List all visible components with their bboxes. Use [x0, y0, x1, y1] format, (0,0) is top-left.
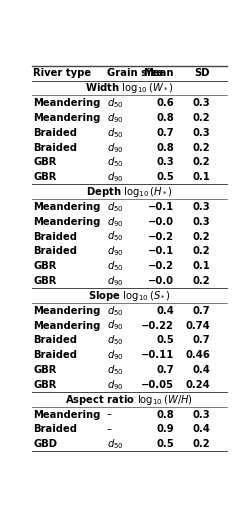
Text: 0.3: 0.3 [193, 409, 210, 420]
Text: 0.2: 0.2 [193, 113, 210, 123]
Text: $d_{50}$: $d_{50}$ [107, 437, 123, 451]
Text: Braided: Braided [34, 350, 77, 360]
Text: Slope $\log_{10}(S_*)$: Slope $\log_{10}(S_*)$ [88, 289, 171, 303]
Text: −0.0: −0.0 [148, 276, 174, 286]
Text: 0.7: 0.7 [156, 365, 174, 375]
Text: 0.8: 0.8 [156, 113, 174, 123]
Text: GBR: GBR [34, 380, 57, 390]
Text: $d_{90}$: $d_{90}$ [107, 141, 123, 154]
Text: $d_{50}$: $d_{50}$ [107, 363, 123, 377]
Text: −0.05: −0.05 [141, 380, 174, 390]
Text: 0.3: 0.3 [193, 202, 210, 212]
Text: $d_{50}$: $d_{50}$ [107, 260, 123, 273]
Text: Meandering: Meandering [34, 306, 101, 316]
Text: $d_{90}$: $d_{90}$ [107, 378, 123, 392]
Text: 0.24: 0.24 [185, 380, 210, 390]
Text: GBR: GBR [34, 276, 57, 286]
Text: 0.1: 0.1 [192, 261, 210, 271]
Text: 0.3: 0.3 [193, 217, 210, 227]
Text: 0.3: 0.3 [156, 157, 174, 168]
Text: River type: River type [34, 68, 91, 79]
Text: $d_{90}$: $d_{90}$ [107, 215, 123, 228]
Text: Grain size: Grain size [107, 68, 163, 79]
Text: Braided: Braided [34, 335, 77, 345]
Text: $d_{50}$: $d_{50}$ [107, 96, 123, 110]
Text: $d_{50}$: $d_{50}$ [107, 334, 123, 347]
Text: 0.8: 0.8 [156, 409, 174, 420]
Text: −0.22: −0.22 [141, 320, 174, 331]
Text: Braided: Braided [34, 425, 77, 434]
Text: Braided: Braided [34, 246, 77, 257]
Text: 0.74: 0.74 [185, 320, 210, 331]
Text: Meandering: Meandering [34, 202, 101, 212]
Text: 0.4: 0.4 [156, 306, 174, 316]
Text: 0.8: 0.8 [156, 143, 174, 153]
Text: −0.1: −0.1 [148, 202, 174, 212]
Text: −0.1: −0.1 [148, 246, 174, 257]
Text: GBR: GBR [34, 172, 57, 182]
Text: Width $\log_{10}(W_*)$: Width $\log_{10}(W_*)$ [85, 81, 173, 95]
Text: GBR: GBR [34, 365, 57, 375]
Text: Braided: Braided [34, 128, 77, 138]
Text: $d_{50}$: $d_{50}$ [107, 155, 123, 169]
Text: 0.4: 0.4 [192, 365, 210, 375]
Text: Braided: Braided [34, 143, 77, 153]
Text: 0.5: 0.5 [156, 439, 174, 449]
Text: 0.2: 0.2 [193, 143, 210, 153]
Text: −0.11: −0.11 [141, 350, 174, 360]
Text: $d_{90}$: $d_{90}$ [107, 319, 123, 333]
Text: $d_{90}$: $d_{90}$ [107, 349, 123, 362]
Text: $d_{50}$: $d_{50}$ [107, 200, 123, 214]
Text: 0.5: 0.5 [156, 172, 174, 182]
Text: GBD: GBD [34, 439, 57, 449]
Text: 0.3: 0.3 [193, 128, 210, 138]
Text: $d_{90}$: $d_{90}$ [107, 274, 123, 288]
Text: 0.46: 0.46 [185, 350, 210, 360]
Text: Meandering: Meandering [34, 217, 101, 227]
Text: −0.2: −0.2 [148, 261, 174, 271]
Text: 0.4: 0.4 [192, 425, 210, 434]
Text: 0.2: 0.2 [193, 231, 210, 242]
Text: $d_{90}$: $d_{90}$ [107, 111, 123, 125]
Text: Depth $\log_{10}(H_*)$: Depth $\log_{10}(H_*)$ [86, 185, 173, 199]
Text: GBR: GBR [34, 261, 57, 271]
Text: $d_{50}$: $d_{50}$ [107, 304, 123, 318]
Text: Aspect ratio $\log_{10}(W/H)$: Aspect ratio $\log_{10}(W/H)$ [65, 393, 193, 407]
Text: 0.2: 0.2 [193, 276, 210, 286]
Text: 0.2: 0.2 [193, 157, 210, 168]
Text: 0.7: 0.7 [193, 306, 210, 316]
Text: −0.0: −0.0 [148, 217, 174, 227]
Text: $d_{50}$: $d_{50}$ [107, 126, 123, 140]
Text: Meandering: Meandering [34, 320, 101, 331]
Text: 0.9: 0.9 [156, 425, 174, 434]
Text: $d_{50}$: $d_{50}$ [107, 230, 123, 244]
Text: 0.6: 0.6 [156, 98, 174, 108]
Text: –: – [107, 409, 112, 420]
Text: Meandering: Meandering [34, 113, 101, 123]
Text: Meandering: Meandering [34, 98, 101, 108]
Text: 0.5: 0.5 [156, 335, 174, 345]
Text: 0.7: 0.7 [193, 335, 210, 345]
Text: $d_{90}$: $d_{90}$ [107, 245, 123, 259]
Text: SD: SD [195, 68, 210, 79]
Text: 0.2: 0.2 [193, 439, 210, 449]
Text: GBR: GBR [34, 157, 57, 168]
Text: 0.2: 0.2 [193, 246, 210, 257]
Text: 0.1: 0.1 [192, 172, 210, 182]
Text: 0.3: 0.3 [193, 98, 210, 108]
Text: Meandering: Meandering [34, 409, 101, 420]
Text: Mean: Mean [144, 68, 174, 79]
Text: 0.7: 0.7 [156, 128, 174, 138]
Text: −0.2: −0.2 [148, 231, 174, 242]
Text: –: – [107, 425, 112, 434]
Text: Braided: Braided [34, 231, 77, 242]
Text: $d_{90}$: $d_{90}$ [107, 170, 123, 184]
